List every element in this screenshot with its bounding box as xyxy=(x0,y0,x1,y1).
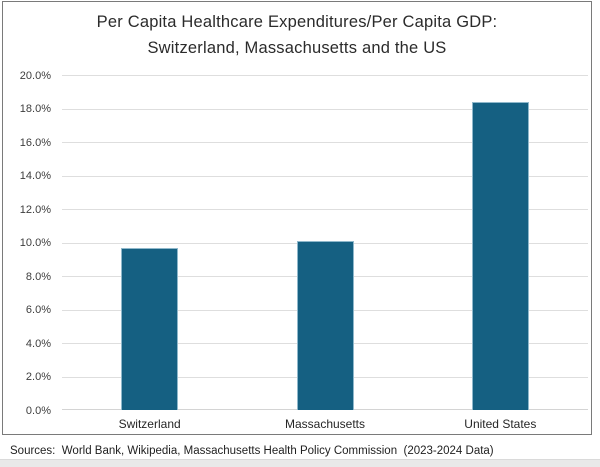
sources-note: Sources: World Bank, Wikipedia, Massachu… xyxy=(10,445,494,457)
y-axis-tick-label: 20.0% xyxy=(19,69,51,82)
bar-switzerland xyxy=(121,247,179,410)
x-axis-category-label-massachusetts: Massachusetts xyxy=(284,417,366,431)
chart-title: Per Capita Healthcare Expenditures/Per C… xyxy=(3,9,591,61)
bar-massachusetts xyxy=(296,240,354,410)
chart-title-line-1: Per Capita Healthcare Expenditures/Per C… xyxy=(96,13,498,31)
gridline-12.0 xyxy=(62,209,588,210)
gridline-14.0 xyxy=(62,175,588,177)
y-axis-tick-label: 14.0% xyxy=(19,170,51,182)
y-axis-tick-label: 10.0% xyxy=(19,237,51,249)
y-axis-tick-label: 6.0% xyxy=(25,304,51,316)
gridline-16.0 xyxy=(62,142,588,143)
gridline-18.0 xyxy=(62,108,588,110)
plot-area: 20.0% 18.0% 16.0% 14.0% 12.0% 10.0% 8.0% 6.0% 4.… xyxy=(20,70,588,417)
chart-frame: Per Capita Healthcare Expenditures/Per C… xyxy=(2,1,592,435)
chart-title-line-2: Switzerland, Massachusetts and the US xyxy=(147,39,447,57)
y-axis-tick-label: 8.0% xyxy=(25,270,51,283)
y-axis-tick-label: 2.0% xyxy=(25,371,51,383)
y-axis-tick-label: 16.0% xyxy=(19,136,51,149)
y-axis-tick-label: 12.0% xyxy=(19,203,51,216)
x-axis-category-label-united-states: United States xyxy=(464,417,537,431)
bottom-edge-strip xyxy=(0,459,600,467)
y-axis-tick-label: 0.0% xyxy=(25,404,51,417)
y-axis-tick-label: 4.0% xyxy=(25,337,51,350)
bar-united-states xyxy=(471,101,529,410)
gridline-20.0 xyxy=(62,75,588,76)
x-axis-category-label-switzerland: Switzerland xyxy=(118,417,181,431)
y-axis-tick-label: 18.0% xyxy=(19,103,51,115)
